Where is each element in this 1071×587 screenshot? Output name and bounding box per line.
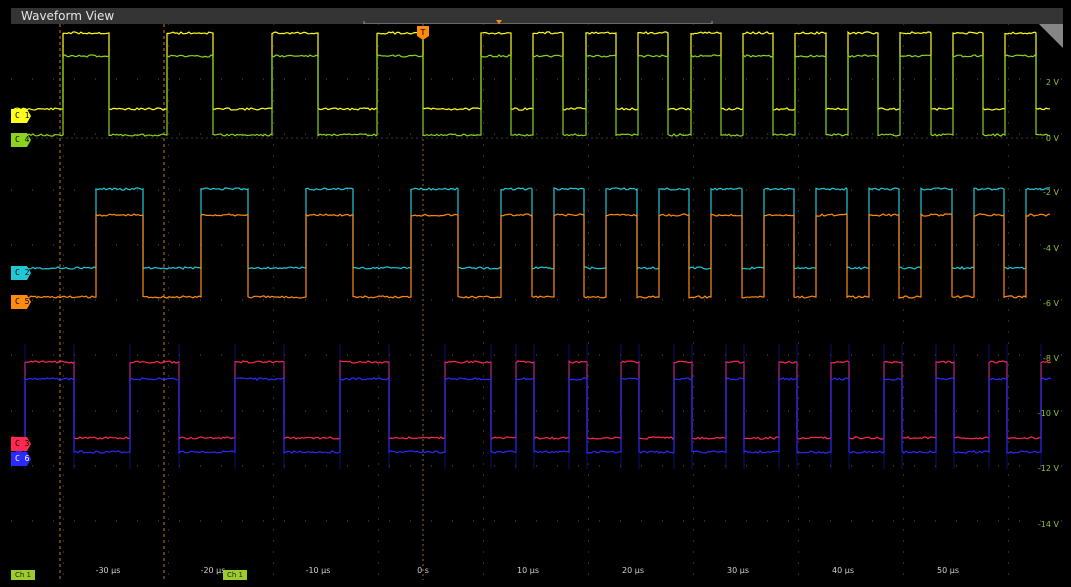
time-label: 40 µs xyxy=(832,566,854,575)
voltage-label: -8 V xyxy=(1043,354,1059,363)
channel-label-c1[interactable]: C 1 xyxy=(11,109,31,123)
cursor-readout-a[interactable]: Ch 1 xyxy=(11,570,36,580)
trigger-marker-text: T xyxy=(420,28,426,37)
voltage-label: -2 V xyxy=(1043,188,1059,197)
time-label: -20 µs xyxy=(200,566,226,575)
waveform-c6 xyxy=(11,377,1052,455)
voltage-label: -10 V xyxy=(1037,409,1059,418)
channel-label-c3[interactable]: C 3 xyxy=(11,437,31,451)
time-label: -30 µs xyxy=(95,566,121,575)
panel-title: Waveform View xyxy=(21,9,115,23)
time-label: 50 µs xyxy=(937,566,959,575)
time-label: 0 s xyxy=(417,566,429,575)
channel-label-c6[interactable]: C 6 xyxy=(11,452,31,466)
waveform-c3 xyxy=(11,360,1052,441)
trigger-position-marker[interactable]: T xyxy=(417,26,429,40)
corner-fold-icon[interactable] xyxy=(1039,24,1063,48)
waveform-c2 xyxy=(11,186,1050,271)
channel-label-c2[interactable]: C 2 xyxy=(11,266,31,280)
waveform-canvas[interactable] xyxy=(11,24,1063,580)
edge-overshoot-c6 xyxy=(24,344,1042,469)
waveform-c5 xyxy=(11,212,1051,299)
channel-label-c5[interactable]: C 5 xyxy=(11,295,31,309)
time-label: 20 µs xyxy=(622,566,644,575)
cursor-readout-b[interactable]: Ch 1 xyxy=(223,570,248,580)
graticule-dots xyxy=(11,24,1062,575)
voltage-label: 0 V xyxy=(1045,134,1059,143)
waveform-display[interactable]: T C 1 C 4 C 2 C 5 C 3 C 6 2 V 0 V -2 V -… xyxy=(11,24,1063,580)
voltage-label: -14 V xyxy=(1037,520,1059,529)
voltage-label: -12 V xyxy=(1037,464,1059,473)
time-label: 30 µs xyxy=(727,566,749,575)
panel-title-bar[interactable]: Waveform View xyxy=(11,8,1063,27)
voltage-label: -4 V xyxy=(1043,244,1059,253)
channel-label-c4[interactable]: C 4 xyxy=(11,133,31,147)
waveform-c4 xyxy=(11,53,1051,137)
voltage-label: -6 V xyxy=(1043,299,1059,308)
voltage-label: 2 V xyxy=(1045,78,1059,87)
time-label: 10 µs xyxy=(517,566,539,575)
time-label: -10 µs xyxy=(305,566,331,575)
